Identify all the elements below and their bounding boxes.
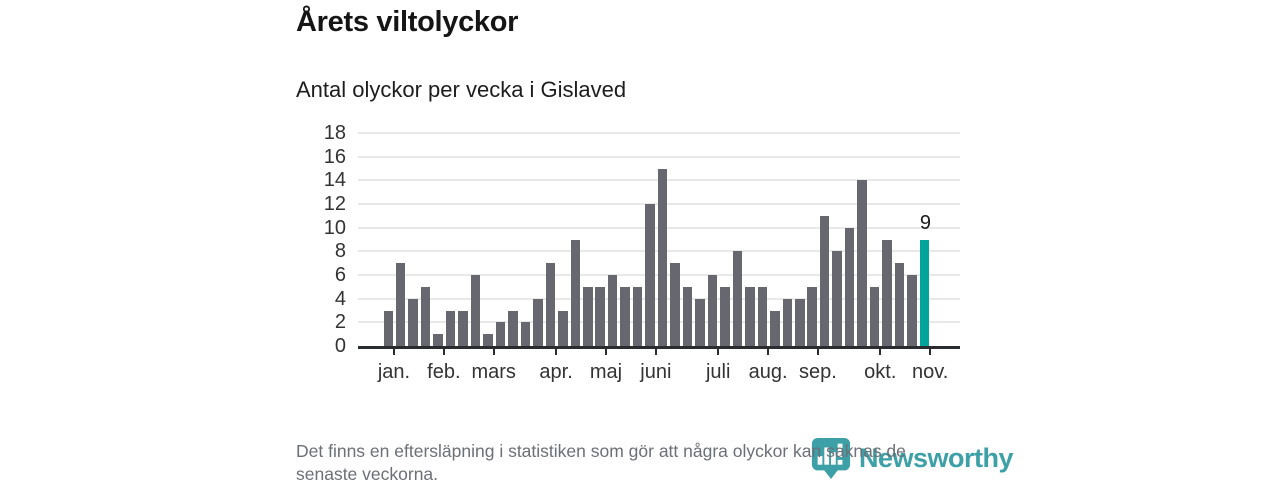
bar xyxy=(445,310,456,346)
bar xyxy=(657,168,668,346)
bar xyxy=(395,263,406,346)
x-axis-month-label: feb. xyxy=(427,361,461,383)
bar xyxy=(707,275,718,346)
chart-title: Årets viltolyckor xyxy=(296,6,519,38)
y-axis-tick-label: 8 xyxy=(334,240,346,263)
bar xyxy=(894,263,905,346)
y-axis-tick-label: 6 xyxy=(334,264,346,287)
x-axis-month-label: mars xyxy=(471,361,516,383)
bar xyxy=(508,310,518,346)
bar xyxy=(570,239,581,346)
newsworthy-logo-text: Newsworthy xyxy=(859,442,1014,473)
x-axis-month-label: juli xyxy=(705,361,731,383)
bar xyxy=(732,251,743,346)
x-axis-tick xyxy=(816,349,819,355)
bar xyxy=(745,286,755,346)
x-axis-month-label: okt. xyxy=(864,361,897,383)
y-axis-tick-label: 4 xyxy=(334,287,346,310)
y-axis-tick-label: 14 xyxy=(323,169,346,192)
bar xyxy=(907,275,917,346)
bar xyxy=(470,275,481,346)
x-axis-tick xyxy=(879,349,882,355)
bar xyxy=(682,286,693,346)
bar xyxy=(645,204,655,346)
y-axis-tick-label: 18 xyxy=(323,122,346,145)
x-axis-month-label: apr. xyxy=(539,361,573,383)
highlight-value-label: 9 xyxy=(919,211,932,234)
footnote: Det finns en eftersläpning i statistiken… xyxy=(296,440,906,480)
bar xyxy=(383,310,393,346)
bar xyxy=(583,286,593,346)
bar xyxy=(770,310,780,346)
x-axis-line xyxy=(358,346,960,349)
x-axis-tick xyxy=(555,349,558,355)
x-axis-month-label: jan. xyxy=(377,361,411,383)
bar xyxy=(869,286,880,346)
bar xyxy=(607,275,618,346)
y-axis-tick-label: 2 xyxy=(334,311,346,334)
bar xyxy=(857,180,867,346)
x-axis-month-label: sep. xyxy=(799,361,837,383)
y-axis-tick-label: 16 xyxy=(323,145,346,168)
x-axis-tick xyxy=(392,349,395,355)
bar xyxy=(832,251,842,346)
bar xyxy=(757,286,768,346)
footnote-line: Det finns en eftersläpning i statistiken… xyxy=(296,441,906,461)
bar xyxy=(670,263,680,346)
x-axis-tick xyxy=(442,349,445,355)
bar xyxy=(632,286,643,346)
bar xyxy=(807,286,817,346)
x-axis-tick xyxy=(767,349,770,355)
y-axis-tick-label: 10 xyxy=(323,216,346,239)
x-axis-tick xyxy=(654,349,657,355)
x-axis-month-label: nov. xyxy=(912,361,949,383)
bar xyxy=(433,334,443,346)
x-axis-tick xyxy=(604,349,607,355)
newsworthy-logo-icon xyxy=(811,437,851,479)
footnote-line: senaste veckorna. xyxy=(296,464,439,480)
bar xyxy=(483,334,493,346)
x-axis-tick xyxy=(492,349,495,355)
bar xyxy=(844,227,855,346)
bar xyxy=(408,298,418,346)
x-axis-tick xyxy=(717,349,720,355)
x-axis-tick xyxy=(929,349,932,355)
bar xyxy=(819,215,830,346)
bar xyxy=(782,298,793,346)
bar xyxy=(795,298,805,346)
bar xyxy=(520,322,531,346)
gridline xyxy=(358,155,960,158)
x-axis-month-label: juni xyxy=(640,361,672,383)
bar xyxy=(695,298,705,346)
chart-subtitle: Antal olyckor per vecka i Gislaved xyxy=(296,77,627,102)
bar xyxy=(458,310,468,346)
bar xyxy=(882,239,892,346)
bar xyxy=(420,286,431,346)
x-axis-month-label: aug. xyxy=(748,361,788,383)
bar xyxy=(533,298,543,346)
gridline xyxy=(358,132,960,135)
newsworthy-logo: Newsworthy xyxy=(810,436,1014,480)
x-axis-month-label: maj xyxy=(589,361,623,383)
bar-highlighted xyxy=(919,239,930,346)
bar xyxy=(620,286,630,346)
y-axis-tick-label: 12 xyxy=(323,193,346,216)
bar xyxy=(720,286,730,346)
bar xyxy=(558,310,568,346)
y-axis-tick-label: 0 xyxy=(334,335,346,357)
bar xyxy=(495,322,506,346)
bar xyxy=(595,286,605,346)
bar xyxy=(545,263,556,346)
